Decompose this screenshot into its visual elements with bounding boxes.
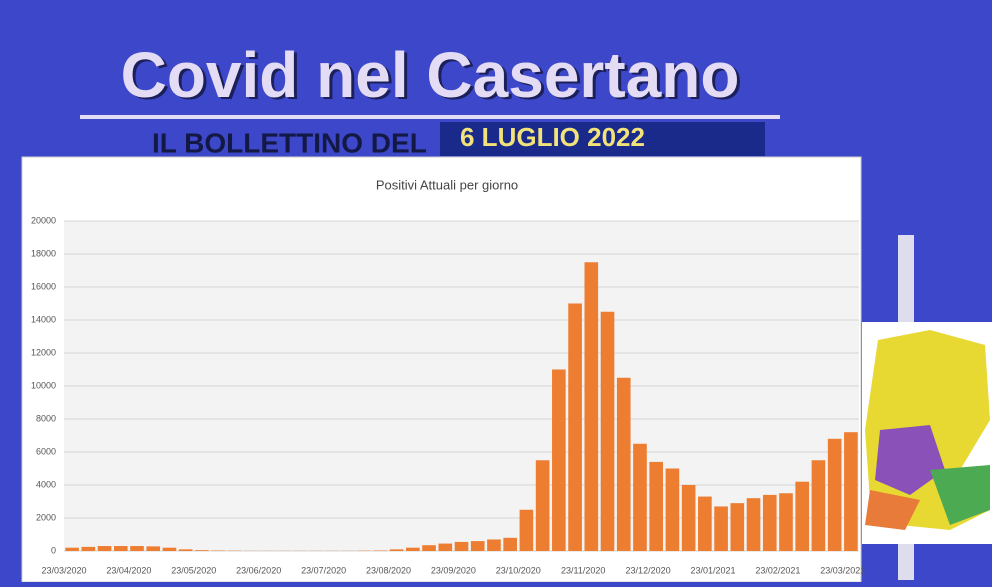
bar	[779, 493, 793, 551]
bar	[520, 510, 534, 551]
x-tick-label: 23/07/2020	[301, 565, 346, 575]
x-tick-label: 23/12/2020	[626, 565, 671, 575]
y-tick-label: 18000	[31, 248, 56, 258]
bar	[649, 462, 663, 551]
bar	[422, 545, 436, 551]
bar	[552, 370, 566, 552]
x-tick-label: 23/01/2021	[690, 565, 735, 575]
bar	[536, 460, 550, 551]
y-tick-label: 10000	[31, 380, 56, 390]
bar	[666, 469, 680, 552]
bar	[146, 546, 160, 551]
x-tick-label: 23/03/2020	[41, 565, 86, 575]
bar	[114, 546, 128, 551]
bar	[438, 544, 452, 551]
bar	[731, 503, 745, 551]
bar	[487, 539, 501, 551]
subtitle: IL BOLLETTINO DEL	[152, 127, 427, 158]
y-tick-label: 8000	[36, 413, 56, 423]
bar	[98, 546, 112, 551]
y-tick-label: 14000	[31, 314, 56, 324]
x-tick-label: 23/06/2020	[236, 565, 281, 575]
bar	[795, 482, 809, 551]
bar	[471, 541, 485, 551]
bar	[828, 439, 842, 551]
bar	[763, 495, 777, 551]
y-tick-label: 20000	[31, 215, 56, 225]
x-tick-label: 23/02/2021	[755, 565, 800, 575]
x-tick-label: 23/04/2020	[106, 565, 151, 575]
bar	[584, 262, 598, 551]
title-underline	[80, 115, 780, 119]
bar	[65, 548, 79, 551]
bar	[812, 460, 826, 551]
y-tick-label: 4000	[36, 479, 56, 489]
y-tick-label: 2000	[36, 512, 56, 522]
bar	[714, 506, 728, 551]
date: 6 LUGLIO 2022	[460, 122, 645, 152]
x-tick-label: 23/05/2020	[171, 565, 216, 575]
bar	[747, 498, 761, 551]
bar	[844, 432, 858, 551]
y-tick-label: 0	[51, 545, 56, 555]
bar	[682, 485, 696, 551]
chart-title: Positivi Attuali per giorno	[376, 177, 518, 192]
x-tick-label: 23/11/2020	[561, 565, 605, 575]
x-tick-label: 23/10/2020	[496, 565, 541, 575]
x-tick-label: 23/08/2020	[366, 565, 411, 575]
bar	[601, 312, 615, 551]
x-tick-label: 23/09/2020	[431, 565, 476, 575]
title: Covid nel Casertano	[121, 39, 740, 111]
y-tick-label: 16000	[31, 281, 56, 291]
bar	[195, 550, 209, 551]
x-tick-label: 23/03/2021	[820, 565, 865, 575]
bar	[617, 378, 631, 551]
bar	[455, 542, 469, 551]
bar	[503, 538, 517, 551]
bar	[633, 444, 647, 551]
bar	[130, 546, 144, 551]
bar	[390, 549, 404, 551]
y-tick-label: 12000	[31, 347, 56, 357]
bar	[406, 548, 420, 551]
bar	[82, 547, 96, 551]
bar	[568, 304, 582, 552]
bar	[179, 549, 193, 551]
bar	[163, 548, 177, 551]
bar	[698, 497, 712, 551]
y-tick-label: 6000	[36, 446, 56, 456]
